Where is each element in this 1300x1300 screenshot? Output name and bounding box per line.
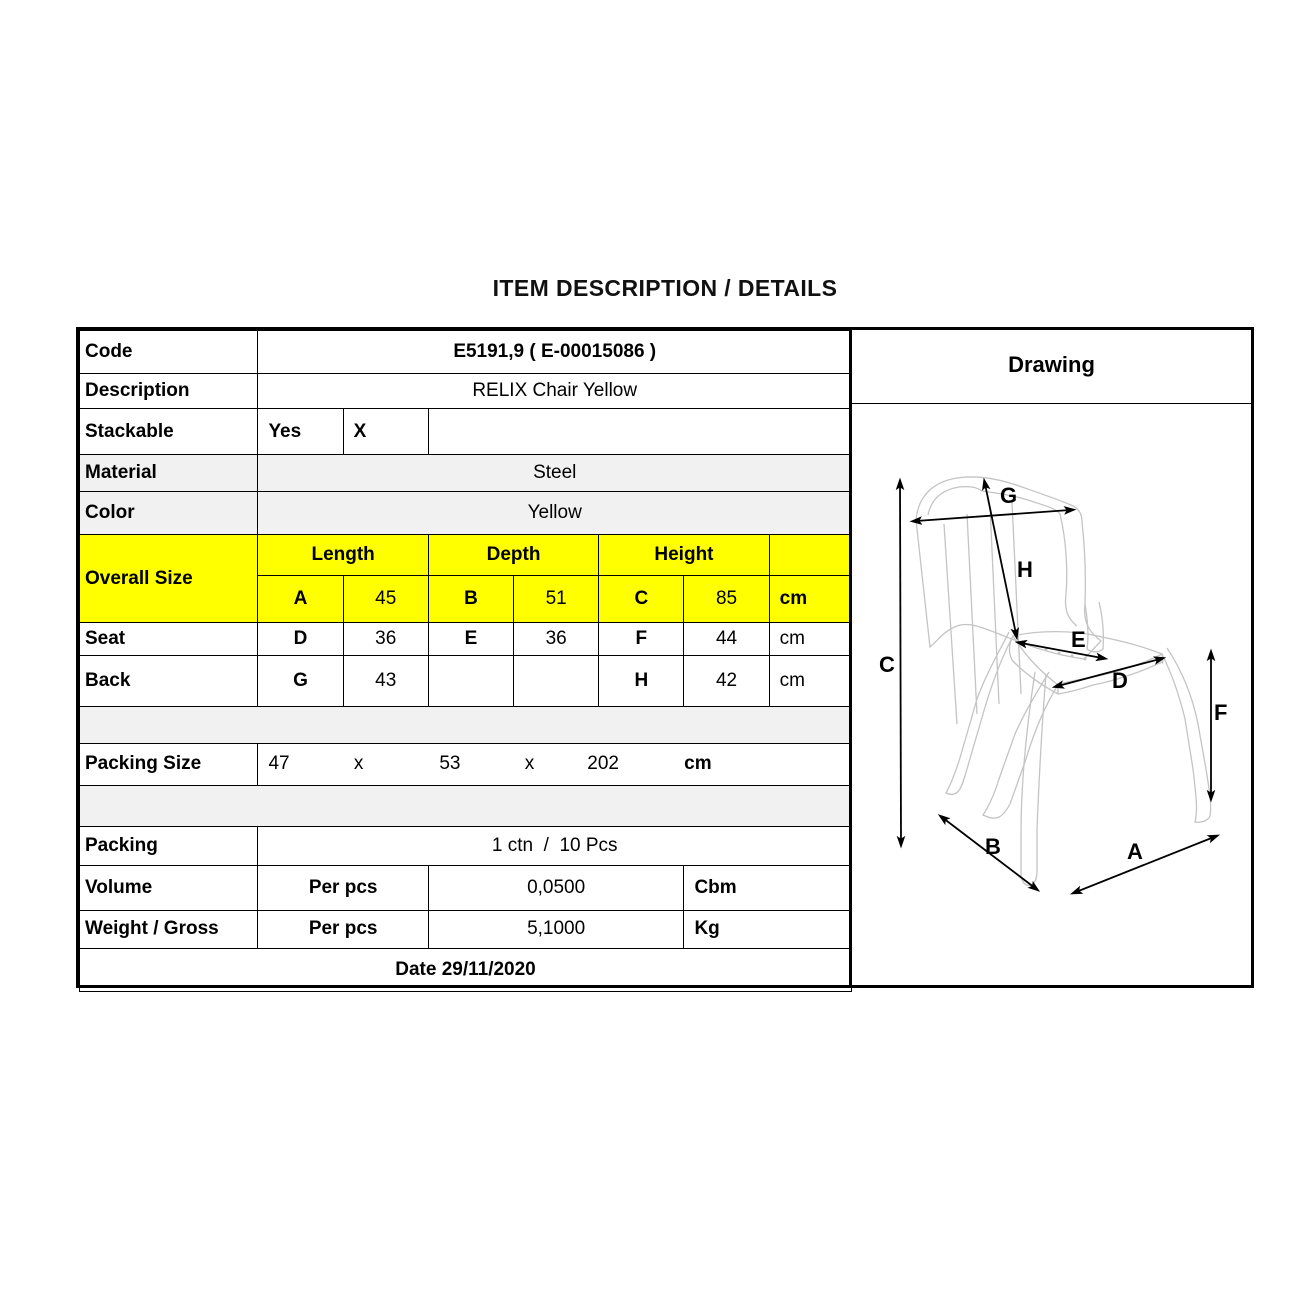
svg-text:B: B [985, 834, 1001, 859]
svg-text:A: A [1127, 839, 1143, 864]
svg-text:H: H [1017, 557, 1033, 582]
svg-text:F: F [1214, 700, 1227, 725]
svg-text:C: C [879, 652, 895, 677]
svg-text:E: E [1071, 627, 1086, 652]
svg-text:D: D [1112, 668, 1128, 693]
svg-text:G: G [1000, 483, 1017, 508]
